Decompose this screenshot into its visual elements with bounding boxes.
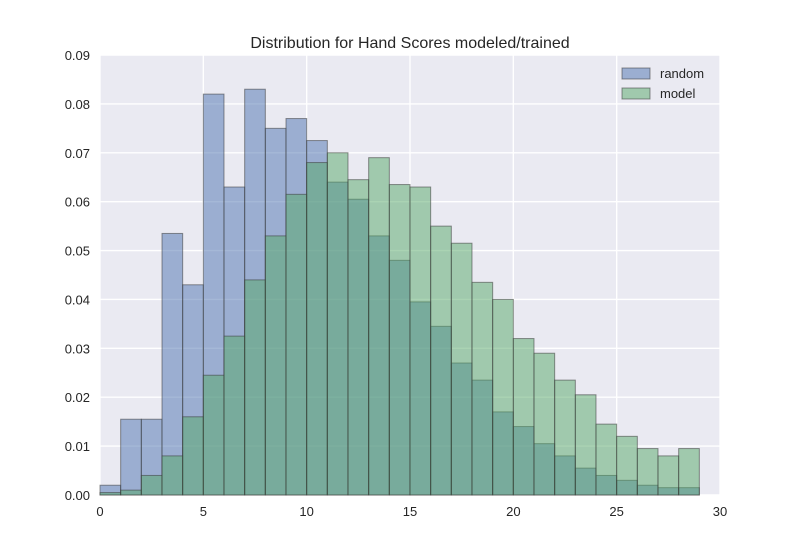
bar-model-26 xyxy=(636,448,659,496)
x-tick-label: 20 xyxy=(506,504,520,519)
y-tick-label: 0.08 xyxy=(65,97,90,112)
bar-model-18 xyxy=(471,281,494,496)
legend-swatch-model xyxy=(621,87,651,100)
x-tick-label: 15 xyxy=(403,504,417,519)
chart-title: Distribution for Hand Scores modeled/tra… xyxy=(250,35,569,52)
histogram-bars xyxy=(99,88,700,496)
legend-label-model: model xyxy=(660,86,696,101)
bar-model-1 xyxy=(120,489,142,496)
bar-model-22 xyxy=(554,379,576,496)
bar-model-19 xyxy=(492,298,514,496)
bar-model-27 xyxy=(657,455,680,496)
bar-model-28 xyxy=(678,448,700,496)
bar-model-14 xyxy=(388,184,411,496)
bar-model-2 xyxy=(140,474,163,496)
x-tick-label: 25 xyxy=(609,504,623,519)
bar-model-8 xyxy=(264,235,287,496)
bar-model-10 xyxy=(306,162,328,496)
y-tick-label: 0.05 xyxy=(65,244,90,259)
series-model xyxy=(99,152,700,496)
bar-model-11 xyxy=(326,152,349,496)
bar-model-20 xyxy=(512,338,535,496)
bar-model-12 xyxy=(347,179,370,496)
bar-model-5 xyxy=(202,374,225,496)
x-tick-label: 10 xyxy=(299,504,313,519)
bar-model-24 xyxy=(595,423,618,496)
bar-model-13 xyxy=(368,157,390,496)
bar-random-1 xyxy=(120,418,142,496)
y-tick-label: 0.07 xyxy=(65,146,90,161)
bar-model-9 xyxy=(285,193,308,496)
y-tick-labels: 0.00 0.01 0.02 0.03 0.04 0.05 0.06 0.07 0.08 0.09 xyxy=(65,48,90,503)
x-tick-labels: 0 5 10 15 20 25 30 xyxy=(96,504,727,519)
bar-model-16 xyxy=(430,225,452,496)
y-tick-label: 0.04 xyxy=(65,292,90,307)
bar-model-17 xyxy=(450,242,473,496)
y-tick-label: 0.09 xyxy=(65,48,90,63)
legend-label-random: random xyxy=(660,66,704,81)
bar-model-4 xyxy=(182,416,204,496)
bar-model-25 xyxy=(616,435,638,496)
bar-model-7 xyxy=(244,279,266,496)
bar-model-21 xyxy=(533,352,556,496)
y-tick-label: 0.02 xyxy=(65,390,90,405)
x-tick-label: 5 xyxy=(200,504,207,519)
x-tick-label: 30 xyxy=(713,504,727,519)
y-tick-label: 0.06 xyxy=(65,195,90,210)
y-tick-label: 0.03 xyxy=(65,341,90,356)
bar-model-15 xyxy=(409,186,432,496)
bar-model-6 xyxy=(223,335,246,496)
legend-swatch-random xyxy=(621,67,651,80)
y-tick-label: 0.01 xyxy=(65,439,90,454)
legend: random model xyxy=(621,66,704,101)
bar-model-3 xyxy=(161,455,184,496)
y-tick-label: 0.00 xyxy=(65,488,90,503)
bar-model-23 xyxy=(574,394,597,496)
bar-model-0 xyxy=(99,492,122,496)
x-tick-label: 0 xyxy=(96,504,103,519)
